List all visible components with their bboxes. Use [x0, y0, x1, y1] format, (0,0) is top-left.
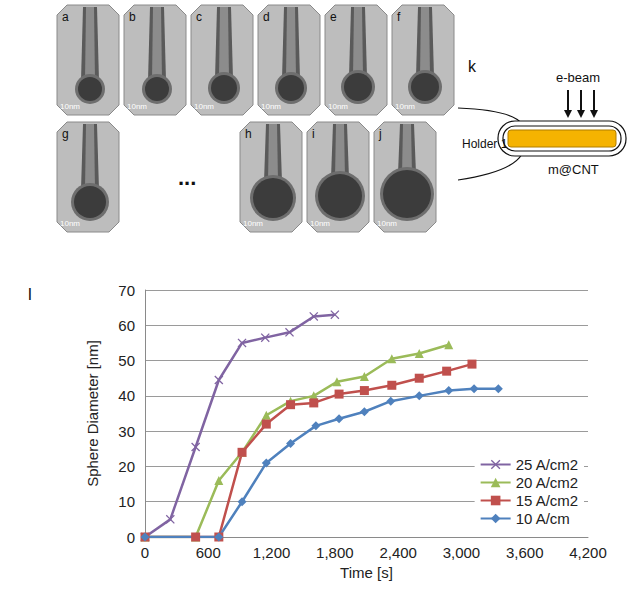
svg-text:600: 600 — [196, 544, 221, 561]
svg-text:70: 70 — [118, 282, 135, 299]
svg-text:h: h — [245, 127, 252, 141]
svg-text:k: k — [468, 58, 477, 75]
svg-text:0: 0 — [141, 544, 149, 561]
svg-text:10nm: 10nm — [310, 219, 330, 228]
svg-text:b: b — [129, 10, 136, 24]
svg-text:i: i — [312, 127, 315, 141]
svg-text:Time [s]: Time [s] — [340, 564, 393, 581]
svg-text:1,800: 1,800 — [316, 544, 354, 561]
svg-text:e: e — [330, 10, 337, 24]
svg-text:60: 60 — [118, 317, 135, 334]
svg-text:30: 30 — [118, 423, 135, 440]
svg-text:10nm: 10nm — [377, 219, 397, 228]
svg-text:10nm: 10nm — [328, 102, 348, 111]
svg-text:d: d — [263, 10, 270, 24]
svg-text:Sphere Diameter [nm]: Sphere Diameter [nm] — [84, 340, 101, 487]
svg-text:10nm: 10nm — [60, 219, 80, 228]
svg-text:3,600: 3,600 — [506, 544, 544, 561]
svg-text:10nm: 10nm — [243, 219, 263, 228]
svg-text:25 A/cm2: 25 A/cm2 — [516, 456, 579, 473]
svg-text:10: 10 — [118, 493, 135, 510]
svg-text:f: f — [397, 10, 401, 24]
svg-text:m@CNT: m@CNT — [548, 162, 599, 177]
svg-text:1,200: 1,200 — [253, 544, 291, 561]
svg-text:10nm: 10nm — [261, 102, 281, 111]
svg-text:15 A/cm2: 15 A/cm2 — [516, 492, 579, 509]
svg-text:10nm: 10nm — [60, 102, 80, 111]
svg-text:10nm: 10nm — [395, 102, 415, 111]
svg-text:20: 20 — [118, 458, 135, 475]
svg-text:...: ... — [178, 165, 196, 190]
svg-text:e-beam: e-beam — [556, 70, 600, 85]
svg-text:c: c — [196, 10, 202, 24]
svg-text:a: a — [62, 10, 69, 24]
svg-text:2,400: 2,400 — [379, 544, 417, 561]
svg-text:10nm: 10nm — [127, 102, 147, 111]
svg-text:g: g — [62, 127, 69, 141]
svg-text:50: 50 — [118, 352, 135, 369]
svg-text:40: 40 — [118, 387, 135, 404]
svg-text:4,200: 4,200 — [569, 544, 607, 561]
svg-text:3,000: 3,000 — [443, 544, 481, 561]
svg-text:0: 0 — [127, 529, 135, 546]
svg-text:j: j — [378, 127, 382, 141]
svg-text:l: l — [28, 285, 32, 304]
svg-text:10 A/cm: 10 A/cm — [516, 510, 570, 527]
svg-text:10nm: 10nm — [194, 102, 214, 111]
svg-text:20 A/cm2: 20 A/cm2 — [516, 474, 579, 491]
svg-text:Holder 1: Holder 1 — [462, 137, 508, 151]
